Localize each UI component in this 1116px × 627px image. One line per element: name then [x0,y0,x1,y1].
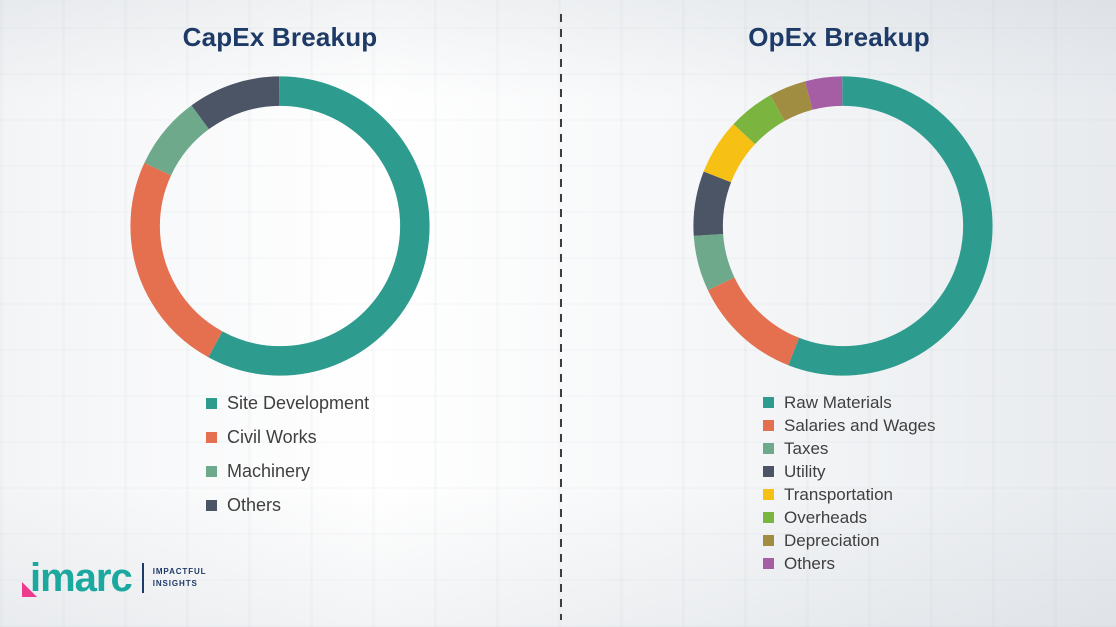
legend-label: Taxes [784,438,829,458]
legend-swatch [763,489,774,500]
logo-tagline-line1: IMPACTFUL [152,566,207,576]
logo-divider [141,563,144,593]
legend-swatch [763,466,774,477]
legend-item: Machinery [206,454,369,488]
legend-swatch [206,499,217,511]
donut-segment [130,76,430,376]
legend-label: Civil Works [227,426,317,447]
legend-swatch [763,512,774,523]
legend-item: Transportation [763,483,936,506]
donut-segment [693,76,993,376]
imarc-logo: imarc IMPACTFUL INSIGHTS [22,556,207,600]
legend-item: Salaries and Wages [763,414,936,437]
legend-label: Overheads [784,507,868,527]
legend-item: Site Development [206,386,369,420]
legend-swatch [763,443,774,454]
legend-item: Raw Materials [763,391,936,414]
legend-item: Others [206,488,369,522]
legend-label: Others [227,494,282,515]
legend-item: Overheads [763,506,936,529]
legend-label: Transportation [784,484,893,504]
opex-legend: Raw Materials Salaries and Wages Taxes Util… [763,391,936,575]
opex-panel: OpEx Breakup Raw Materials Salaries and W… [562,0,1116,627]
legend-item: Others [763,552,936,575]
legend-label: Depreciation [784,530,880,550]
legend-label: Others [784,553,836,573]
legend-swatch [206,465,217,477]
legend-swatch [763,420,774,431]
capex-legend: Site Development Civil Works Machinery Othe… [206,386,369,522]
logo-tagline-line2: INSIGHTS [152,579,198,588]
donut-svg [130,76,430,376]
legend-label: Machinery [227,460,311,481]
donut-segment [693,76,993,376]
capex-title: CapEx Breakup [182,22,378,52]
legend-item: Depreciation [763,529,936,552]
opex-donut-chart [688,71,998,381]
capex-panel: CapEx Breakup Site Development Civil Work… [125,22,435,522]
legend-swatch [763,558,774,569]
donut-svg [693,76,993,376]
logo-triangle-icon [22,582,37,597]
logo-tagline: IMPACTFUL INSIGHTS [153,566,207,591]
logo-brand-text: imarc [30,556,133,600]
vertical-dashed-divider [560,14,562,620]
legend-item: Utility [763,460,936,483]
capex-donut-chart [125,71,435,381]
legend-swatch [763,535,774,546]
legend-item: Taxes [763,437,936,460]
legend-label: Utility [784,461,826,481]
opex-title: OpEx Breakup [748,22,930,52]
legend-label: Site Development [227,392,370,413]
legend-swatch [206,431,217,443]
legend-item: Civil Works [206,420,369,454]
legend-label: Raw Materials [784,392,892,412]
legend-swatch [763,397,774,408]
legend-swatch [206,397,217,409]
legend-label: Salaries and Wages [784,415,936,435]
donut-segment [130,76,430,376]
